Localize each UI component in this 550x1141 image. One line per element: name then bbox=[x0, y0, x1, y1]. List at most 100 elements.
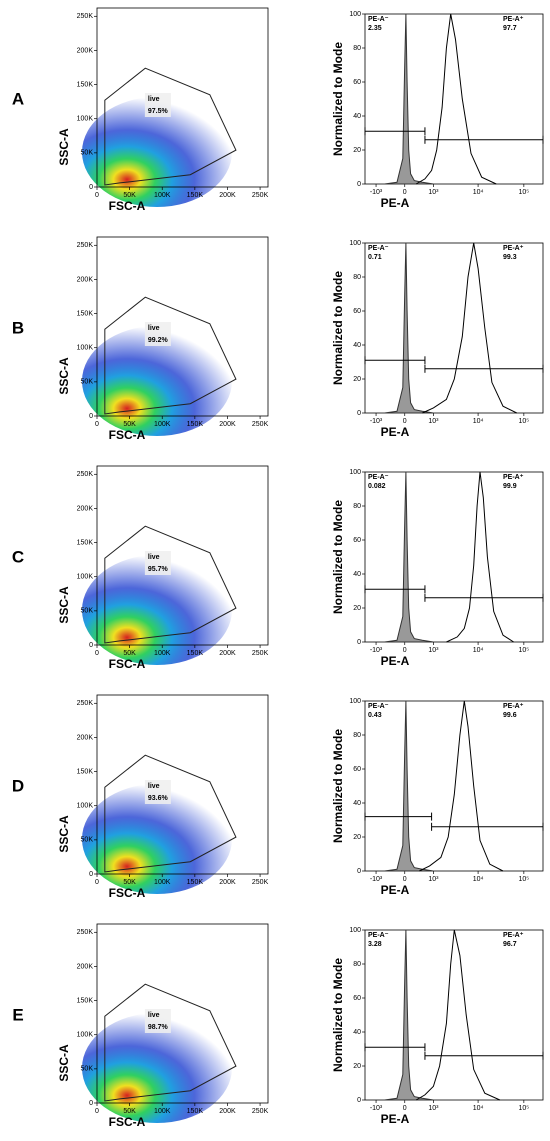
x-tick-label: 10⁴ bbox=[473, 189, 484, 196]
y-axis-label: Normalized to Mode bbox=[331, 958, 345, 1072]
y-axis-label: SSC-A bbox=[57, 815, 71, 853]
x-tick-label: 50K bbox=[123, 421, 136, 428]
gate-name: live bbox=[148, 554, 160, 561]
y-tick-label: 100 bbox=[349, 927, 361, 934]
y-tick-label: 150K bbox=[77, 997, 94, 1004]
y-tick-label: 100K bbox=[77, 803, 94, 810]
gate-name: PE-A⁻ bbox=[368, 932, 389, 939]
y-tick-label: 250K bbox=[77, 700, 94, 707]
sample-histogram bbox=[446, 471, 514, 643]
x-tick-label: 10³ bbox=[428, 876, 439, 883]
y-tick-label: 150K bbox=[77, 768, 94, 775]
sample-histogram bbox=[415, 929, 501, 1101]
gate-name: PE-A⁺ bbox=[503, 16, 524, 23]
x-tick-label: 10³ bbox=[428, 647, 439, 654]
y-tick-label: 0 bbox=[89, 1100, 93, 1107]
x-tick-label: 200K bbox=[219, 192, 236, 199]
panel-letter: B bbox=[12, 318, 24, 337]
gate-percent: 98.7% bbox=[148, 1024, 169, 1031]
y-tick-label: 80 bbox=[353, 961, 361, 968]
y-tick-label: 0 bbox=[357, 868, 361, 875]
x-tick-label: 100K bbox=[154, 421, 171, 428]
x-tick-label: -10³ bbox=[370, 1105, 383, 1112]
x-tick-label: 10⁴ bbox=[473, 418, 484, 425]
y-tick-label: 100K bbox=[77, 574, 94, 581]
y-axis-label: Normalized to Mode bbox=[331, 271, 345, 385]
gate-label-box bbox=[144, 551, 171, 575]
plot-frame bbox=[96, 7, 269, 188]
gate-percent: 3.28 bbox=[368, 941, 382, 948]
y-tick-label: 0 bbox=[89, 184, 93, 191]
x-tick-label: 150K bbox=[187, 879, 204, 886]
x-tick-label: 10⁴ bbox=[473, 1105, 484, 1112]
y-tick-label: 20 bbox=[353, 147, 361, 154]
y-tick-label: 60 bbox=[353, 308, 361, 315]
density-cloud bbox=[82, 326, 232, 436]
x-tick-label: 10⁴ bbox=[473, 876, 484, 883]
y-tick-label: 100K bbox=[77, 345, 94, 352]
y-tick-label: 60 bbox=[353, 537, 361, 544]
x-tick-label: 250K bbox=[252, 879, 269, 886]
x-tick-label: -10³ bbox=[370, 418, 383, 425]
x-tick-label: 100K bbox=[154, 650, 171, 657]
plot-frame bbox=[96, 923, 269, 1104]
gate-percent: 95.7% bbox=[148, 566, 169, 573]
x-tick-label: 0 bbox=[95, 192, 99, 199]
y-tick-label: 250K bbox=[77, 13, 94, 20]
x-tick-label: 0 bbox=[95, 650, 99, 657]
x-tick-label: 10⁵ bbox=[518, 876, 529, 883]
y-tick-label: 200K bbox=[77, 963, 94, 970]
sample-histogram bbox=[419, 700, 504, 872]
x-axis-label: FSC-A bbox=[109, 886, 146, 900]
gate bbox=[104, 754, 237, 873]
y-tick-label: 60 bbox=[353, 995, 361, 1002]
y-tick-label: 150K bbox=[77, 539, 94, 546]
sample-histogram bbox=[415, 13, 497, 185]
y-tick-label: 20 bbox=[353, 834, 361, 841]
plot-frame bbox=[364, 929, 544, 1101]
y-tick-label: 20 bbox=[353, 605, 361, 612]
x-tick-label: 150K bbox=[187, 650, 204, 657]
x-tick-label: 0 bbox=[403, 876, 407, 883]
gate-percent: 2.35 bbox=[368, 25, 382, 32]
panel-letter: E bbox=[12, 1005, 23, 1024]
x-tick-label: 0 bbox=[95, 421, 99, 428]
y-tick-label: 80 bbox=[353, 732, 361, 739]
y-tick-label: 150K bbox=[77, 81, 94, 88]
y-tick-label: 250K bbox=[77, 929, 94, 936]
density-cloud bbox=[82, 784, 232, 894]
y-tick-label: 100 bbox=[349, 240, 361, 247]
x-tick-label: 200K bbox=[219, 1108, 236, 1115]
gate bbox=[104, 983, 237, 1102]
x-tick-label: 0 bbox=[95, 879, 99, 886]
gate-name: PE-A⁻ bbox=[368, 16, 389, 23]
y-tick-label: 60 bbox=[353, 766, 361, 773]
gate-label-box bbox=[144, 322, 171, 346]
gate-name: live bbox=[148, 96, 160, 103]
y-tick-label: 50K bbox=[81, 150, 94, 157]
x-tick-label: 250K bbox=[252, 650, 269, 657]
y-axis-label: SSC-A bbox=[57, 586, 71, 624]
x-tick-label: 10³ bbox=[428, 1105, 439, 1112]
y-tick-label: 0 bbox=[357, 1097, 361, 1104]
x-tick-label: 0 bbox=[403, 418, 407, 425]
x-tick-label: 100K bbox=[154, 879, 171, 886]
plot-frame bbox=[96, 236, 269, 417]
gate-percent: 97.7 bbox=[503, 25, 517, 32]
x-tick-label: 10³ bbox=[428, 189, 439, 196]
gate-percent: 97.5% bbox=[148, 108, 169, 115]
gate-name: PE-A⁻ bbox=[368, 703, 389, 710]
y-tick-label: 40 bbox=[353, 571, 361, 578]
density-cloud bbox=[82, 97, 232, 207]
x-tick-label: 50K bbox=[123, 1108, 136, 1115]
y-tick-label: 200K bbox=[77, 47, 94, 54]
gate-name: PE-A⁺ bbox=[503, 245, 524, 252]
y-tick-label: 40 bbox=[353, 1029, 361, 1036]
y-axis-label: Normalized to Mode bbox=[331, 42, 345, 156]
gate bbox=[104, 296, 237, 415]
y-tick-label: 50K bbox=[81, 379, 94, 386]
gate-percent: 96.7 bbox=[503, 941, 517, 948]
x-tick-label: 250K bbox=[252, 1108, 269, 1115]
control-histogram bbox=[384, 471, 434, 643]
